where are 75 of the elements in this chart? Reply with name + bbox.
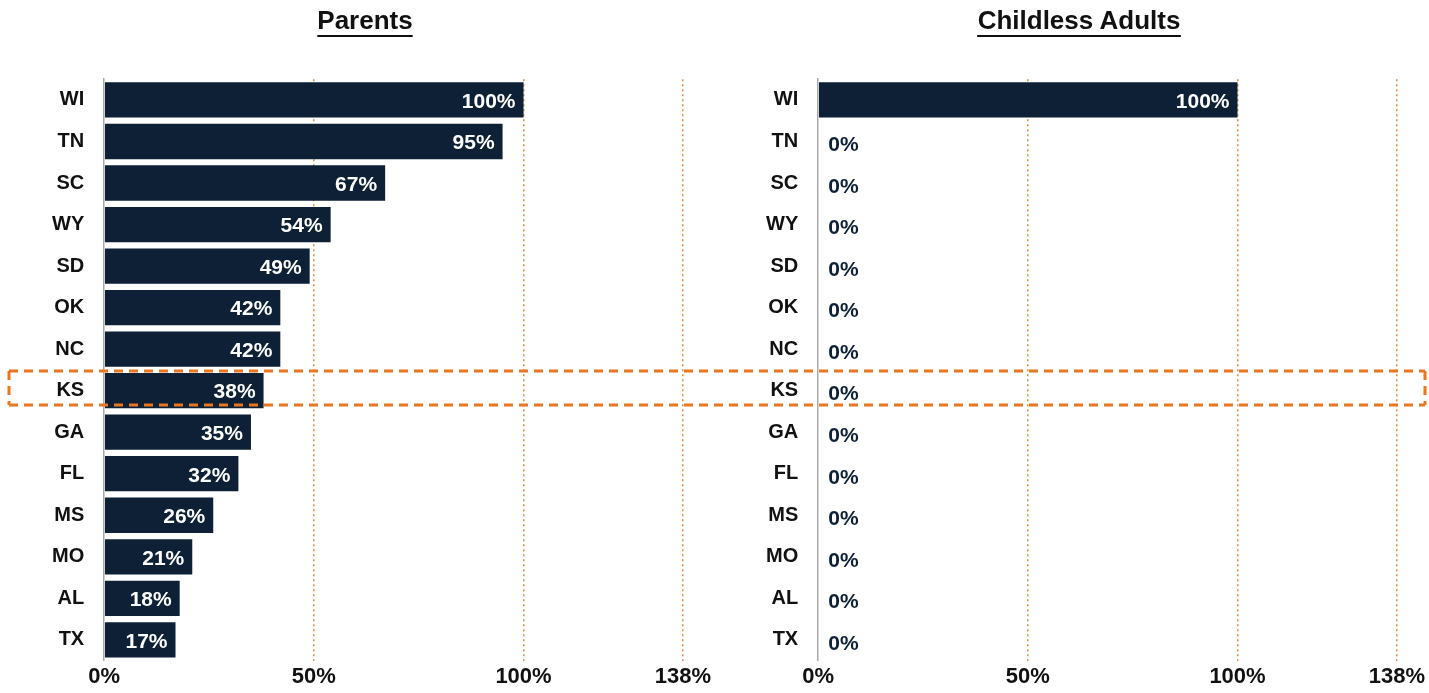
bar xyxy=(104,289,281,326)
data-label: 0% xyxy=(828,506,859,530)
data-label: 0% xyxy=(828,215,859,239)
x-tick-label: 0% xyxy=(88,662,121,688)
y-tick-label: WY xyxy=(766,212,799,235)
x-tick-label: 0% xyxy=(802,662,835,688)
bar xyxy=(104,82,524,118)
bar xyxy=(104,248,310,284)
data-label: 0% xyxy=(828,381,859,405)
data-label: 100% xyxy=(1175,88,1230,112)
y-tick-label: SC xyxy=(56,170,85,193)
y-tick-label: KS xyxy=(770,378,799,401)
x-tick-label: 138% xyxy=(654,662,712,688)
y-tick-label: SD xyxy=(56,253,85,276)
y-tick-label: WI xyxy=(59,87,85,110)
y-tick-label: KS xyxy=(56,378,85,401)
y-tick-label: TN xyxy=(771,129,799,152)
y-tick-label: TN xyxy=(57,129,85,152)
y-tick-label: TX xyxy=(772,627,799,650)
y-tick-label: GA xyxy=(768,419,799,442)
y-tick-label: MO xyxy=(766,544,799,567)
y-tick-label: NC xyxy=(55,336,85,359)
chart-title: Parents xyxy=(317,4,413,35)
x-tick-label: 100% xyxy=(1209,662,1266,688)
data-label: 0% xyxy=(828,589,859,613)
bar xyxy=(104,165,386,201)
data-label: 42% xyxy=(230,296,273,320)
bar xyxy=(104,331,281,367)
y-tick-label: GA xyxy=(54,419,85,442)
y-tick-label: AL xyxy=(771,585,799,608)
y-tick-label: OK xyxy=(768,295,799,318)
data-label: 38% xyxy=(213,379,256,403)
y-tick-label: OK xyxy=(54,295,85,318)
data-label: 17% xyxy=(125,628,168,652)
data-label: 0% xyxy=(828,547,859,571)
bar xyxy=(104,123,503,160)
data-label: 18% xyxy=(129,587,173,611)
y-tick-label: MS xyxy=(54,502,85,525)
data-label: 0% xyxy=(828,132,859,156)
data-label: 100% xyxy=(461,88,516,112)
data-label: 32% xyxy=(188,462,231,486)
y-tick-label: WY xyxy=(52,212,85,235)
data-label: 26% xyxy=(163,504,206,528)
data-label: 0% xyxy=(828,464,859,488)
data-label: 95% xyxy=(452,130,495,154)
y-tick-label: SD xyxy=(770,253,799,276)
y-tick-label: MO xyxy=(52,544,85,567)
y-tick-label: WI xyxy=(773,87,799,110)
data-label: 35% xyxy=(200,420,244,444)
data-label: 49% xyxy=(259,254,303,278)
x-tick-label: 50% xyxy=(291,662,336,688)
x-tick-label: 138% xyxy=(1368,662,1426,688)
data-label: 21% xyxy=(142,545,185,569)
y-tick-label: SC xyxy=(770,170,799,193)
data-label: 0% xyxy=(828,339,859,363)
y-tick-label: AL xyxy=(57,585,85,608)
data-label: 0% xyxy=(828,422,859,446)
bar xyxy=(104,414,251,450)
chart-title: Childless Adults xyxy=(977,4,1181,35)
data-label: 0% xyxy=(828,256,859,280)
x-tick-label: 50% xyxy=(1005,662,1050,688)
y-tick-label: FL xyxy=(773,461,799,484)
y-tick-label: NC xyxy=(769,336,799,359)
x-tick-label: 100% xyxy=(495,662,552,688)
data-label: 0% xyxy=(828,298,859,322)
data-label: 67% xyxy=(335,171,378,195)
y-tick-label: FL xyxy=(59,461,85,484)
data-label: 0% xyxy=(828,630,859,654)
bar xyxy=(104,206,331,243)
data-label: 0% xyxy=(828,173,859,197)
bar xyxy=(104,456,239,492)
data-label: 54% xyxy=(280,213,323,237)
y-tick-label: TX xyxy=(58,627,85,650)
y-tick-label: MS xyxy=(768,502,799,525)
data-label: 42% xyxy=(230,337,273,361)
